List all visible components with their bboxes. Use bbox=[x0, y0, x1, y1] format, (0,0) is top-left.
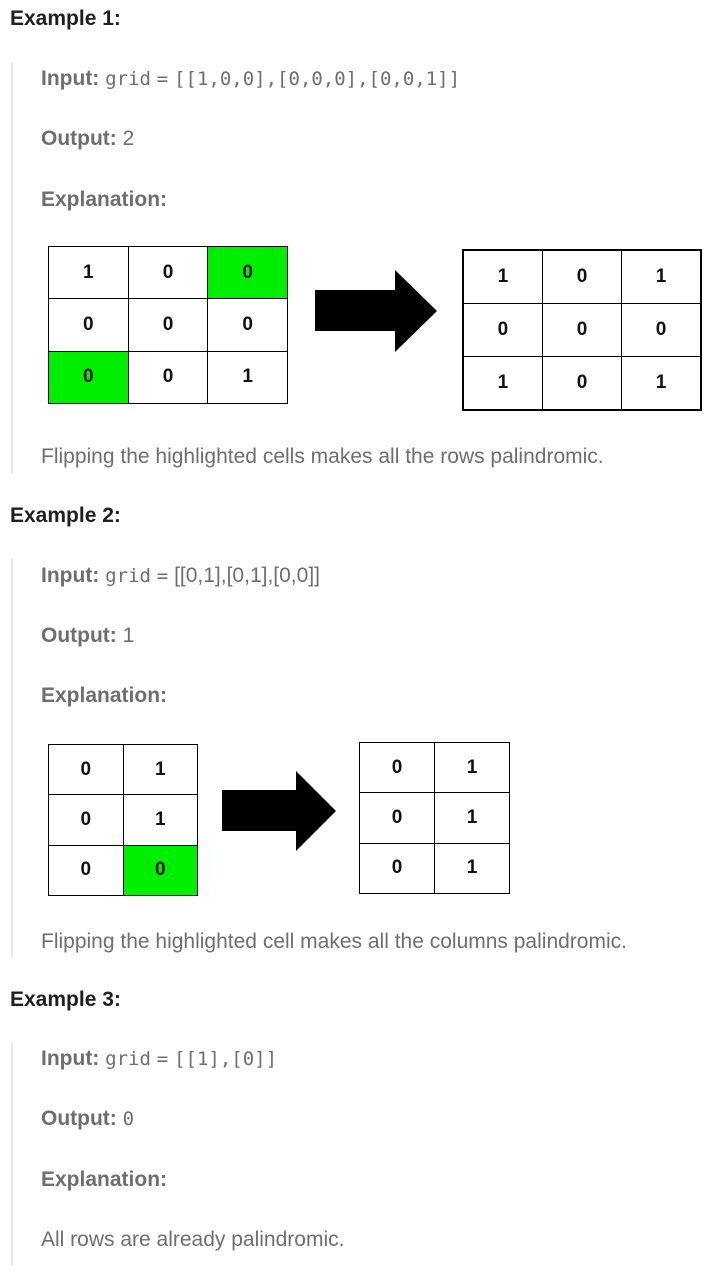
input-value: [[1],[0]] bbox=[174, 1048, 278, 1070]
input-eq: = bbox=[156, 68, 169, 90]
grid-cell-highlighted: 0 bbox=[122, 844, 198, 897]
grid-cell: 0 bbox=[621, 303, 702, 357]
example-1-block: Input: grid = [[1,0,0],[0,0,0],[0,0,1]] … bbox=[11, 62, 713, 474]
input-eq: = bbox=[156, 565, 169, 587]
input-eq: = bbox=[156, 1048, 169, 1070]
example-3-heading: Example 3: bbox=[10, 988, 121, 1011]
example-1-explanation-label: Explanation: bbox=[41, 188, 168, 211]
grid-cell: 0 bbox=[127, 245, 209, 300]
grid-cell: 0 bbox=[48, 844, 124, 897]
right-arrow-icon bbox=[222, 771, 336, 851]
grid-cell: 1 bbox=[48, 245, 129, 300]
grid-cell: 0 bbox=[462, 303, 543, 357]
grid-cell: 1 bbox=[434, 741, 510, 794]
input-value: [[0,1],[0,1],[0,0]] bbox=[174, 564, 320, 587]
output-label: Output: bbox=[41, 624, 117, 647]
grid-cell: 1 bbox=[434, 792, 510, 844]
output-label: Output: bbox=[41, 127, 117, 150]
grid-cell: 1 bbox=[621, 249, 702, 305]
example-2-heading: Example 2: bbox=[10, 504, 121, 527]
grid-cell: 0 bbox=[207, 298, 288, 352]
grid-cell: 0 bbox=[541, 355, 623, 411]
example-3-explanation-label: Explanation: bbox=[41, 1168, 168, 1191]
grid-cell: 1 bbox=[122, 743, 198, 796]
grid-cell: 0 bbox=[48, 743, 124, 796]
grid-cell: 0 bbox=[127, 298, 209, 352]
example-3-explanation-text: All rows are already palindromic. bbox=[41, 1228, 345, 1251]
input-label: Input: bbox=[41, 564, 100, 587]
example-3-output: Output: 0 bbox=[41, 1107, 134, 1131]
example-2-block: Input: grid = [[0,1],[0,1],[0,0]] Output… bbox=[11, 558, 713, 958]
example-1-output: Output: 2 bbox=[41, 127, 134, 151]
grid-cell: 0 bbox=[541, 249, 623, 305]
grid-cell: 0 bbox=[359, 741, 435, 794]
input-var: grid bbox=[105, 565, 151, 587]
output-value: 1 bbox=[122, 624, 135, 647]
output-label: Output: bbox=[41, 1107, 117, 1130]
grid-cell: 1 bbox=[207, 350, 288, 405]
example-2-explanation-text: Flipping the highlighted cell makes all … bbox=[41, 930, 627, 953]
grid-cell: 0 bbox=[359, 842, 435, 895]
grid-cell: 0 bbox=[359, 792, 435, 844]
input-var: grid bbox=[105, 1048, 151, 1070]
output-value: 0 bbox=[122, 1108, 135, 1130]
grid-cell: 0 bbox=[127, 350, 209, 405]
example-3-block: Input: grid = [[1],[0]] Output: 0 Explan… bbox=[11, 1042, 713, 1266]
input-label: Input: bbox=[41, 1047, 100, 1070]
grid-cell: 0 bbox=[541, 303, 623, 357]
grid-cell: 1 bbox=[122, 794, 198, 846]
right-arrow-icon bbox=[315, 270, 437, 352]
input-value: [[1,0,0],[0,0,0],[0,0,1]] bbox=[174, 68, 461, 90]
grid-cell: 1 bbox=[621, 355, 702, 411]
grid-cell: 1 bbox=[462, 249, 543, 305]
example-2-input: Input: grid = [[0,1],[0,1],[0,0]] bbox=[41, 564, 320, 588]
grid-cell: 0 bbox=[48, 794, 124, 846]
example-2-explanation-label: Explanation: bbox=[41, 684, 168, 707]
input-var: grid bbox=[105, 68, 151, 90]
grid-cell: 0 bbox=[48, 298, 129, 352]
example-1-input: Input: grid = [[1,0,0],[0,0,0],[0,0,1]] bbox=[41, 67, 460, 91]
grid-cell-highlighted: 0 bbox=[48, 350, 129, 405]
grid-cell-highlighted: 0 bbox=[207, 245, 288, 300]
example-3-input: Input: grid = [[1],[0]] bbox=[41, 1047, 277, 1071]
input-label: Input: bbox=[41, 67, 100, 90]
grid-cell: 1 bbox=[434, 842, 510, 895]
example-1-explanation-text: Flipping the highlighted cells makes all… bbox=[41, 445, 604, 468]
output-value: 2 bbox=[122, 127, 135, 150]
example-1-heading: Example 1: bbox=[10, 7, 121, 30]
example-2-output: Output: 1 bbox=[41, 624, 134, 648]
grid-cell: 1 bbox=[462, 355, 543, 411]
